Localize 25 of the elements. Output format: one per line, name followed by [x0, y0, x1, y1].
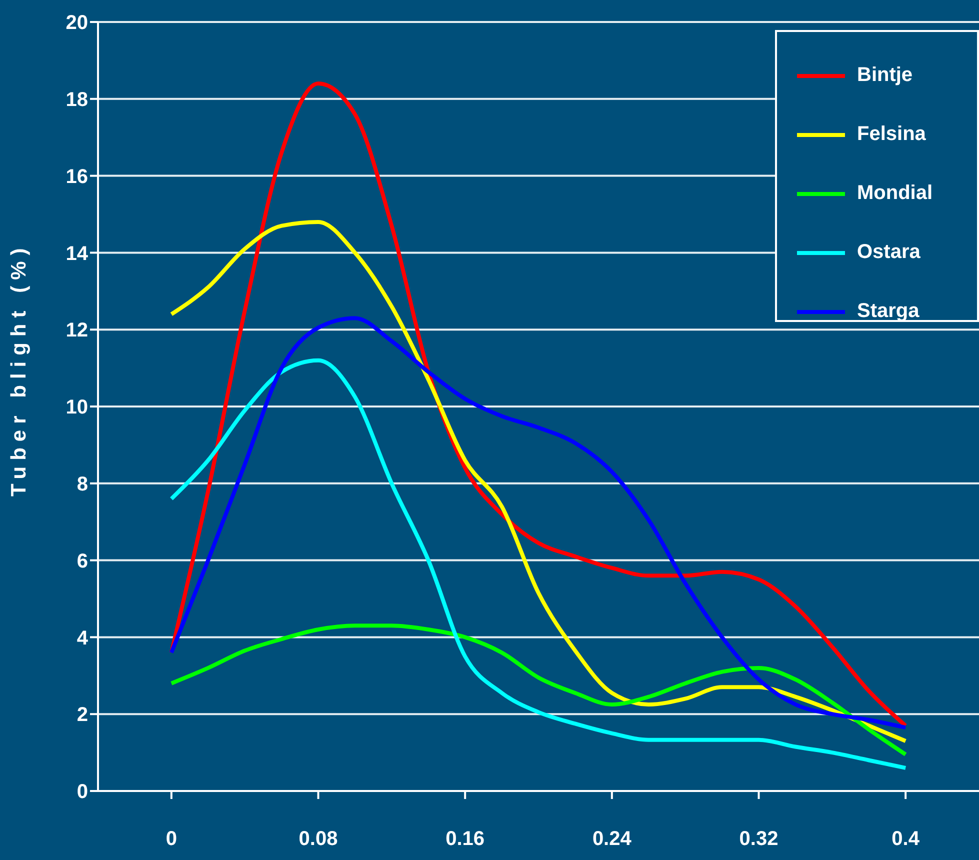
- y-tick-label: 18: [66, 89, 88, 111]
- y-tick-label: 8: [76, 474, 88, 496]
- line-series: [169, 358, 908, 770]
- legend-label: Ostara: [857, 241, 920, 264]
- y-tick-label: 12: [66, 320, 88, 342]
- y-tick-label: 20: [66, 12, 88, 34]
- x-tick-label: 0.16: [446, 828, 485, 850]
- line-series: [169, 624, 908, 756]
- y-tick-label: 10: [66, 396, 88, 419]
- y-tick-label: 2: [76, 704, 88, 726]
- y-tick-label: 4: [76, 627, 89, 650]
- y-tick-label: 14: [66, 242, 89, 265]
- x-tick-label: 0.4: [892, 828, 920, 850]
- x-tick-label: 0: [166, 828, 177, 850]
- legend-label: Mondial: [857, 182, 933, 205]
- x-tick-label: 0.08: [298, 828, 338, 850]
- y-tick-label: 0: [76, 781, 88, 804]
- legend-label: Felsina: [857, 123, 926, 146]
- legend-label: Starga: [857, 300, 920, 323]
- y-tick-label: 6: [76, 550, 88, 572]
- y-tick-label: 16: [66, 166, 88, 188]
- y-axis-title: Tuber blight (%): [7, 242, 30, 496]
- x-tick-label: 0.32: [739, 828, 778, 850]
- legend-label: Bintje: [857, 64, 913, 87]
- x-tick-label: 0.24: [592, 828, 632, 850]
